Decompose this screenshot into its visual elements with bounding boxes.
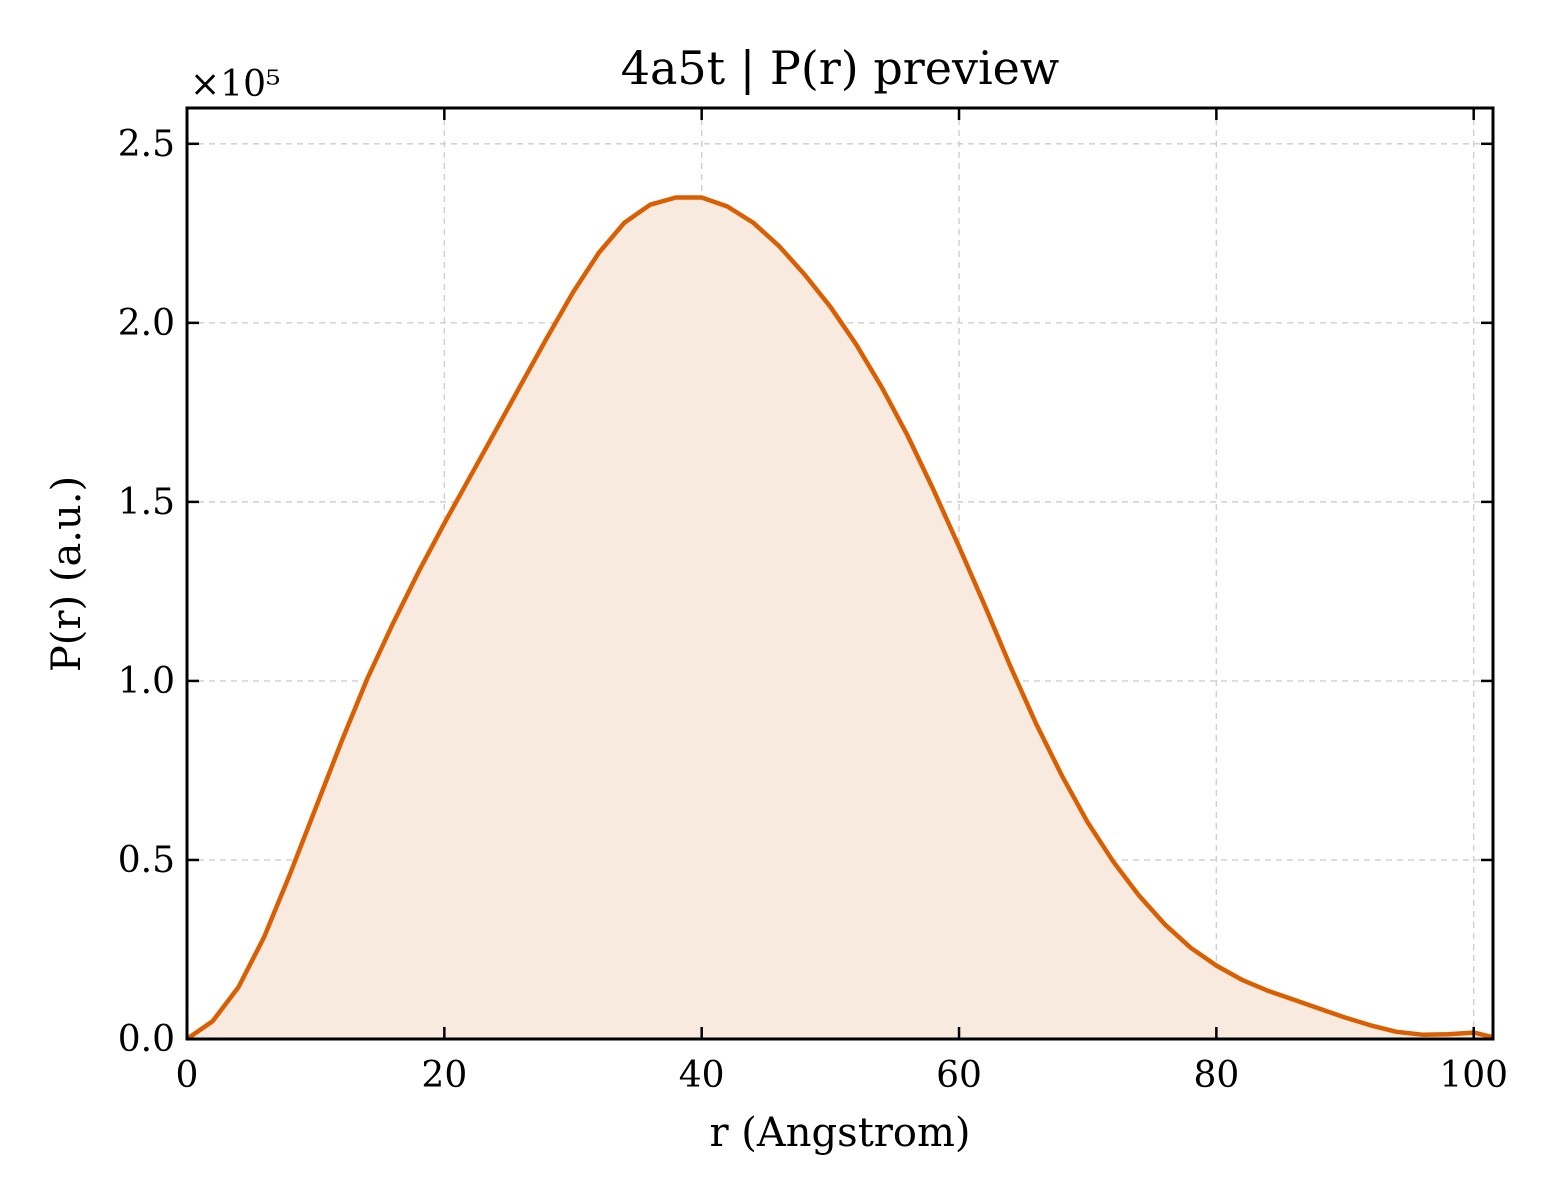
x-axis: 0 20 40 60 80 100 [176, 108, 1508, 1096]
y-tick-label: 2.0 [118, 303, 175, 344]
x-tick-label: 100 [1439, 1055, 1508, 1096]
y-tick-label: 0.5 [118, 840, 175, 881]
chart-title: 4a5t | P(r) preview [621, 41, 1060, 95]
y-tick-label: 1.5 [118, 482, 175, 523]
y-axis-label: P(r) (a.u.) [44, 476, 90, 672]
area-fill [187, 197, 1493, 1039]
y-tick-label: 2.5 [118, 124, 175, 165]
y-offset-label: ×10⁵ [190, 64, 280, 105]
data-line [185, 195, 1494, 1041]
y-tick-label: 0.0 [118, 1019, 175, 1060]
x-axis-label: r (Angstrom) [709, 1110, 970, 1156]
x-tick-label: 20 [421, 1055, 467, 1096]
x-tick-label: 0 [176, 1055, 199, 1096]
x-tick-label: 40 [679, 1055, 725, 1096]
plot-frame [185, 106, 1495, 1041]
y-tick-label: 1.0 [118, 661, 175, 702]
x-tick-label: 60 [936, 1055, 982, 1096]
y-axis: 0.0 0.5 1.0 1.5 2.0 2.5 [118, 124, 1493, 1060]
x-tick-label: 80 [1193, 1055, 1239, 1096]
